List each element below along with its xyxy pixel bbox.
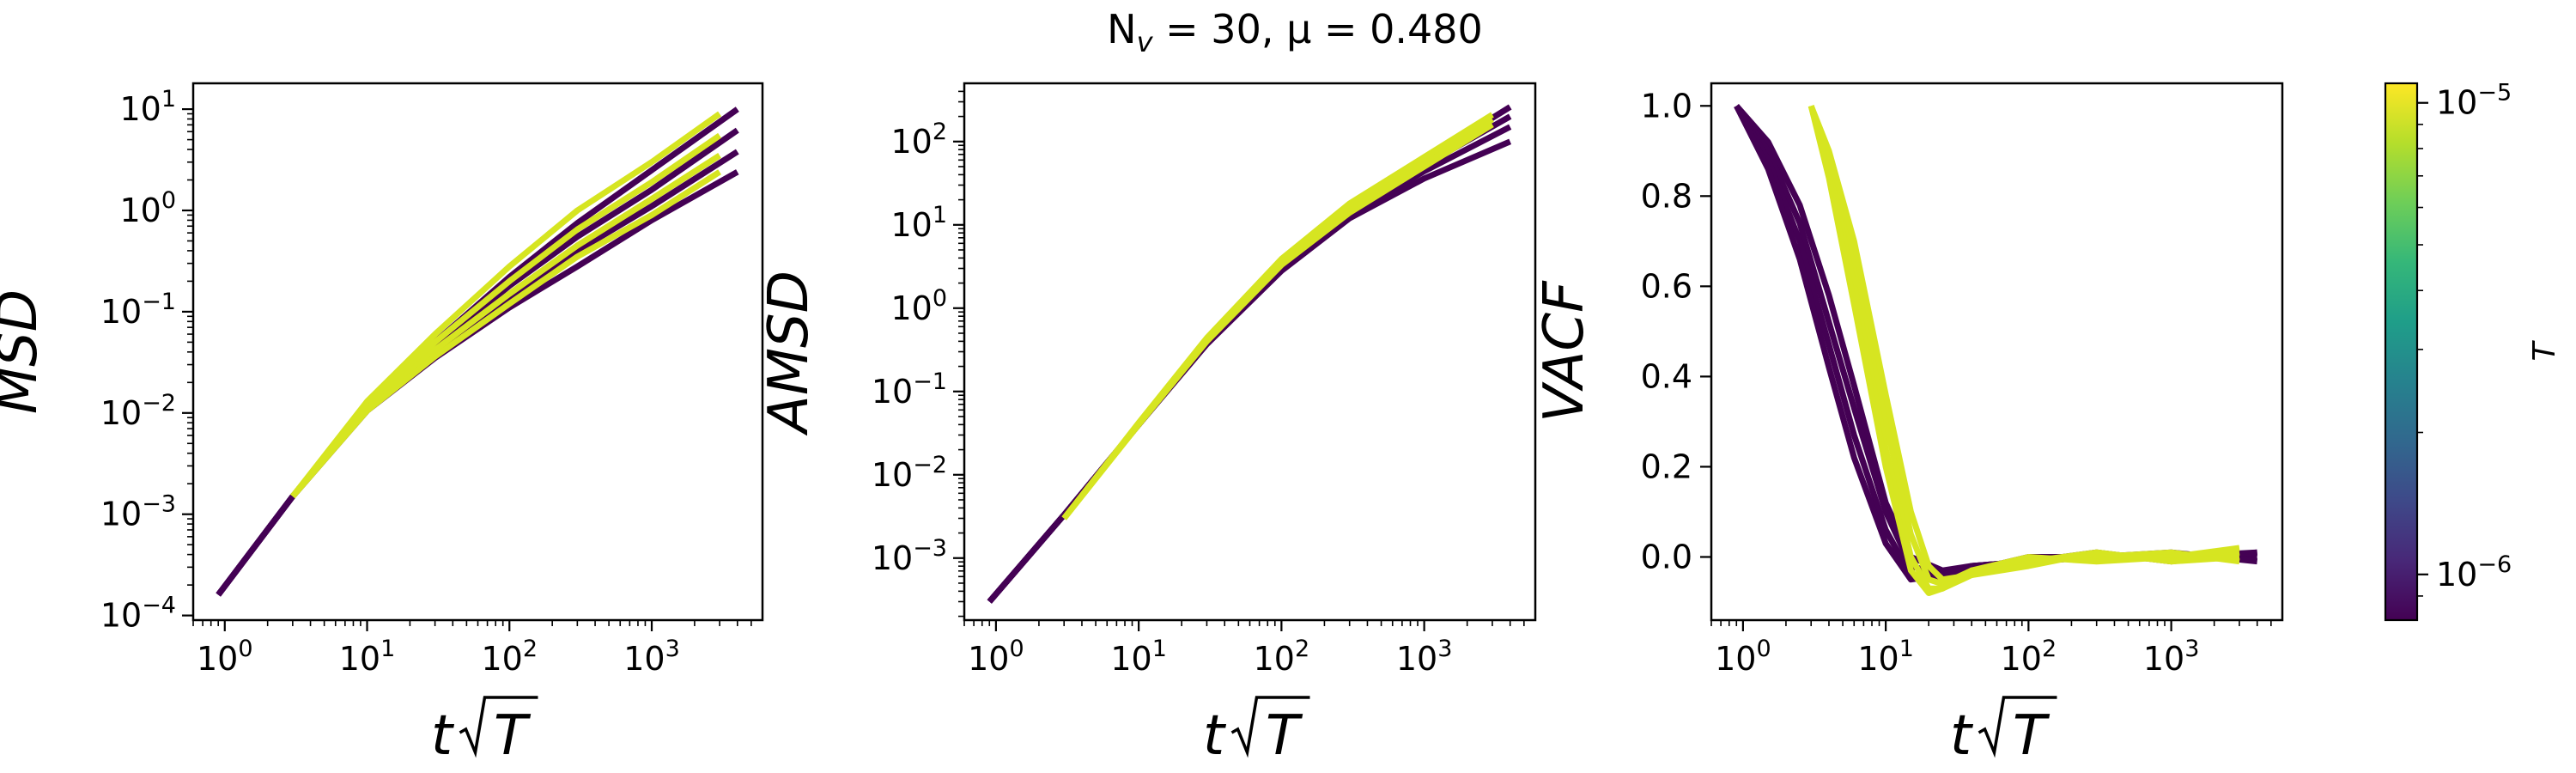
colorbar-tick-label: 10−6: [2436, 551, 2512, 593]
x-tick-label: 100: [197, 636, 253, 678]
x-tick-label: 101: [1857, 636, 1914, 678]
axes-frame: [1710, 82, 2284, 622]
series-line-8: [290, 169, 721, 499]
y-tick-label: 10−3: [100, 491, 176, 533]
series-line-8: [1807, 105, 2240, 583]
y-axis-title: AMSD: [757, 271, 821, 436]
x-tick-label: 100: [1715, 636, 1771, 678]
y-axis-title: MSD: [0, 289, 50, 414]
y-tick-label: 0.6: [1641, 267, 1692, 305]
series-line-1: [1734, 103, 2257, 574]
y-tick-label: 101: [890, 202, 947, 244]
series-line-5: [1061, 122, 1494, 520]
y-tick-label: 10−2: [872, 452, 947, 494]
axes-frame: [963, 82, 1537, 622]
series-line-7: [1061, 112, 1494, 520]
colorbar-gradient: [2385, 83, 2417, 620]
y-tick-label: 0.0: [1641, 538, 1692, 575]
y-tick-label: 102: [890, 119, 947, 161]
series-group: [987, 104, 1512, 604]
y-tick-label: 10−1: [872, 368, 947, 411]
chart-panel-3: 100 101 102 103 0.0 0.2 0.4 0.6 0.8 1.0 VACF t T: [1533, 82, 2284, 768]
series-line-7: [1807, 105, 2240, 596]
series-line-1: [987, 138, 1512, 604]
series-line-4: [1734, 104, 2257, 583]
x-tick-label: 103: [623, 636, 680, 678]
y-tick-label: 10−4: [100, 593, 176, 635]
series-line-4: [987, 104, 1512, 604]
colorbar: 10−5 10−6 T: [2384, 80, 2562, 622]
y-tick-label: 10−2: [100, 390, 176, 432]
x-tick-label: 103: [2143, 636, 2200, 678]
x-axis-title-radicand: T: [1266, 704, 1303, 768]
series-group: [1734, 103, 2258, 596]
y-tick-label: 101: [119, 86, 176, 128]
colorbar-label: T: [2527, 340, 2562, 362]
x-axis-title-radicand: T: [2013, 704, 2050, 768]
y-tick-label: 10−1: [100, 289, 176, 331]
series-line-3: [1734, 104, 2258, 583]
x-axis-title-t: t: [1203, 704, 1227, 768]
series-line-3: [216, 169, 739, 597]
x-axis-title-t: t: [431, 704, 455, 768]
figure-title: Nv = 30, μ = 0.480: [1107, 6, 1483, 58]
radical-sign: [459, 696, 538, 758]
y-tick-label: 1.0: [1641, 87, 1692, 125]
chart-panel-1: 100 101 102 103 10−4 10−3 10−2 10−1 100 101 MSD t T: [0, 82, 764, 768]
y-tick-label: 0.4: [1641, 357, 1692, 395]
x-tick-label: 101: [339, 636, 396, 678]
y-tick-label: 0.2: [1641, 447, 1692, 485]
y-tick-label: 0.8: [1641, 177, 1692, 215]
series-line-2: [1734, 104, 2258, 578]
x-tick-label: 101: [1110, 636, 1167, 678]
colorbar-tick-label: 10−5: [2436, 80, 2512, 122]
y-axis-title: VACF: [1533, 280, 1596, 423]
x-axis-title-t: t: [1950, 704, 1974, 768]
series-group: [216, 107, 739, 597]
radical-sign: [1978, 696, 2057, 758]
colorbar-frame: [2384, 82, 2419, 622]
radical-sign: [1230, 696, 1310, 758]
y-tick-label: 100: [119, 187, 176, 229]
y-tick-label: 100: [890, 285, 947, 327]
x-tick-label: 102: [1254, 636, 1310, 678]
x-tick-label: 100: [968, 636, 1024, 678]
series-line-2: [987, 124, 1512, 604]
x-tick-label: 102: [2001, 636, 2057, 678]
series-line-3: [987, 113, 1512, 604]
x-axis-title-radicand: T: [494, 704, 532, 768]
chart-panel-2: 100 101 102 103 10−3 10−2 10−1 100 101 102 AMSD t T: [757, 82, 1537, 768]
x-tick-label: 102: [481, 636, 538, 678]
y-tick-label: 10−3: [872, 535, 947, 577]
x-tick-label: 103: [1396, 636, 1453, 678]
